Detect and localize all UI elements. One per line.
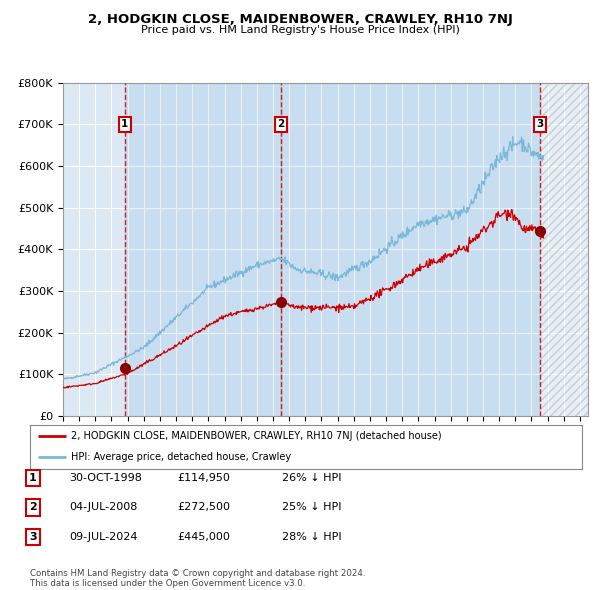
Text: 3: 3 (536, 119, 544, 129)
Text: 3: 3 (29, 532, 37, 542)
Text: 25% ↓ HPI: 25% ↓ HPI (282, 503, 341, 512)
Text: 04-JUL-2008: 04-JUL-2008 (69, 503, 137, 512)
Text: £272,500: £272,500 (177, 503, 230, 512)
Text: 2: 2 (29, 503, 37, 512)
Text: 2, HODGKIN CLOSE, MAIDENBOWER, CRAWLEY, RH10 7NJ: 2, HODGKIN CLOSE, MAIDENBOWER, CRAWLEY, … (88, 13, 512, 26)
Text: Price paid vs. HM Land Registry's House Price Index (HPI): Price paid vs. HM Land Registry's House … (140, 25, 460, 35)
Bar (125, 83, 281, 416)
Text: HPI: Average price, detached house, Crawley: HPI: Average price, detached house, Craw… (71, 452, 292, 461)
Text: 26% ↓ HPI: 26% ↓ HPI (282, 473, 341, 483)
Text: This data is licensed under the Open Government Licence v3.0.: This data is licensed under the Open Gov… (30, 579, 305, 588)
Text: 1: 1 (29, 473, 37, 483)
Text: £445,000: £445,000 (177, 532, 230, 542)
Bar (540, 83, 588, 416)
Text: 28% ↓ HPI: 28% ↓ HPI (282, 532, 341, 542)
Bar (281, 83, 540, 416)
Text: 30-OCT-1998: 30-OCT-1998 (69, 473, 142, 483)
Bar (540, 83, 588, 416)
Text: 2: 2 (278, 119, 285, 129)
Text: 1: 1 (121, 119, 128, 129)
Text: 09-JUL-2024: 09-JUL-2024 (69, 532, 137, 542)
Text: £114,950: £114,950 (177, 473, 230, 483)
Text: Contains HM Land Registry data © Crown copyright and database right 2024.: Contains HM Land Registry data © Crown c… (30, 569, 365, 578)
Text: 2, HODGKIN CLOSE, MAIDENBOWER, CRAWLEY, RH10 7NJ (detached house): 2, HODGKIN CLOSE, MAIDENBOWER, CRAWLEY, … (71, 431, 442, 441)
